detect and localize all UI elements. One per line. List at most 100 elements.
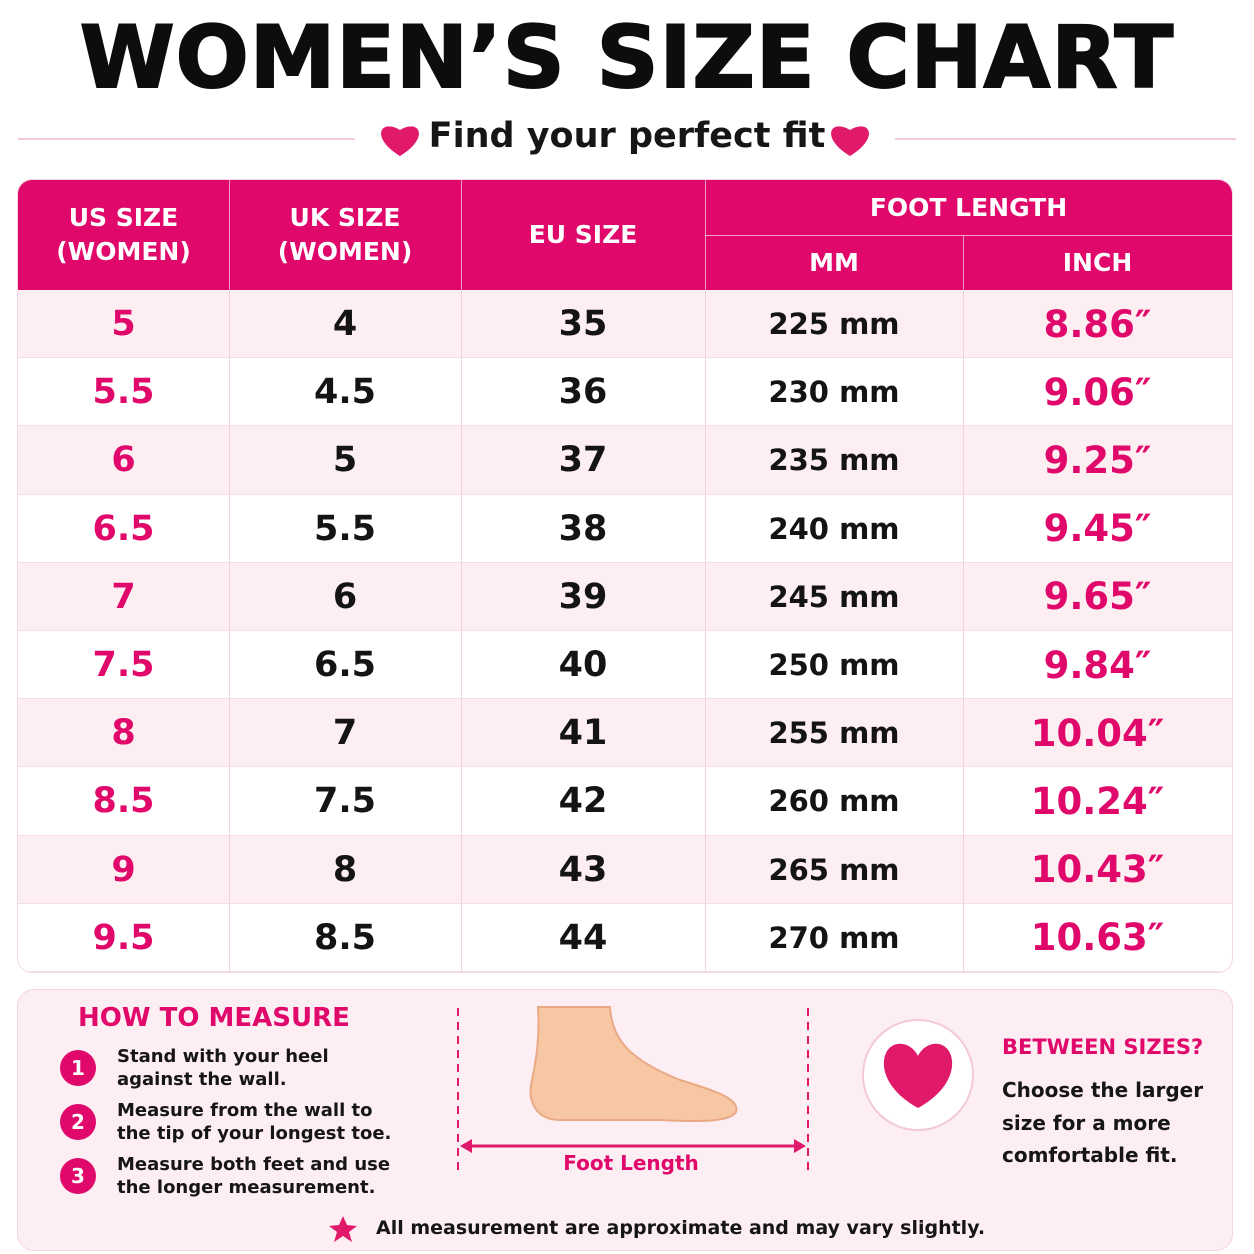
column-divider bbox=[461, 290, 462, 972]
heart-icon bbox=[831, 126, 869, 156]
table-cell: 8 bbox=[111, 713, 136, 754]
row-bg bbox=[18, 699, 1232, 768]
column-divider bbox=[705, 290, 706, 972]
step-number: 1 bbox=[60, 1050, 96, 1086]
step-line: the tip of your longest toe. bbox=[117, 1123, 392, 1144]
header-text: (WOMEN) bbox=[56, 237, 191, 266]
step-line: Measure from the wall to bbox=[117, 1100, 373, 1121]
table-cell: 7 bbox=[111, 576, 136, 617]
measure-title: HOW TO MEASURE bbox=[78, 1003, 350, 1033]
table-cell: 36 bbox=[558, 372, 608, 413]
title: WOMEN’S SIZE CHART bbox=[79, 7, 1175, 109]
table-cell: 35 bbox=[558, 304, 608, 345]
table-cell: 42 bbox=[558, 781, 608, 822]
header-divider bbox=[963, 236, 964, 290]
table-cell: 9.45″ bbox=[1043, 507, 1152, 551]
header-text: UK SIZE bbox=[289, 203, 401, 232]
table-cell: 7 bbox=[332, 713, 358, 754]
step-line: the longer measurement. bbox=[117, 1177, 376, 1198]
row-bg bbox=[18, 903, 1232, 972]
step-line: Stand with your heel bbox=[117, 1046, 329, 1067]
table-cell: 6.5 bbox=[92, 508, 155, 549]
between-line: Choose the larger bbox=[1002, 1078, 1204, 1102]
table-cell: 9.65″ bbox=[1043, 575, 1152, 619]
table-cell: 255 mm bbox=[768, 716, 900, 751]
header-text: EU SIZE bbox=[528, 220, 638, 249]
table-cell: 5.5 bbox=[313, 508, 376, 549]
subcolumn-header: INCH bbox=[1062, 248, 1133, 277]
table-cell: 10.63″ bbox=[1030, 916, 1165, 960]
table-cell: 5.5 bbox=[92, 372, 155, 413]
column-divider bbox=[229, 290, 230, 972]
table-cell: 230 mm bbox=[768, 375, 900, 410]
table-cell: 10.04″ bbox=[1030, 711, 1165, 755]
table-cell: 250 mm bbox=[768, 648, 900, 683]
table-cell: 245 mm bbox=[768, 579, 900, 614]
table-cell: 8.86″ bbox=[1043, 302, 1152, 346]
step-text: Stand with your heel against the wall. bbox=[117, 1045, 329, 1091]
header-text: US SIZE bbox=[68, 203, 179, 232]
table-cell: 235 mm bbox=[768, 443, 900, 478]
table-cell: 225 mm bbox=[768, 307, 900, 342]
row-bg bbox=[18, 562, 1232, 631]
between-line: size for a more bbox=[1002, 1110, 1171, 1135]
row-bg bbox=[18, 631, 1232, 700]
table-cell: 260 mm bbox=[768, 784, 900, 819]
table-cell: 5 bbox=[332, 440, 358, 481]
size-table: US SIZE (WOMEN) UK SIZE (WOMEN) EU SIZE FOOT … bbox=[18, 180, 1232, 972]
step-line: Measure both feet and use bbox=[117, 1154, 391, 1175]
table-cell: 10.43″ bbox=[1030, 848, 1165, 892]
table-cell: 9.06″ bbox=[1043, 370, 1152, 414]
column-header: EU SIZE bbox=[461, 180, 705, 290]
footnote: All measurement are approximate and may … bbox=[376, 1217, 986, 1239]
table-cell: 7.5 bbox=[313, 781, 376, 822]
subcolumn-header: MM bbox=[809, 248, 859, 277]
step-number: 3 bbox=[60, 1158, 96, 1194]
table-cell: 41 bbox=[558, 713, 608, 754]
column-header: UK SIZE (WOMEN) bbox=[229, 180, 461, 290]
table-cell: 6.5 bbox=[313, 645, 376, 686]
row-bg bbox=[18, 358, 1232, 427]
table-cell: 8.5 bbox=[92, 781, 155, 822]
header-divider bbox=[461, 180, 462, 290]
table-cell: 7.5 bbox=[92, 645, 155, 686]
table-cell: 10.24″ bbox=[1030, 779, 1165, 823]
table-cell: 40 bbox=[558, 645, 608, 686]
row-bg bbox=[18, 767, 1232, 836]
subtitle: Find your perfect fit bbox=[428, 116, 826, 156]
step-line: against the wall. bbox=[117, 1069, 287, 1090]
table-cell: 44 bbox=[558, 917, 608, 958]
header-divider bbox=[229, 180, 230, 290]
table-cell: 37 bbox=[558, 440, 608, 481]
table-cell: 38 bbox=[558, 508, 608, 549]
step-number: 2 bbox=[60, 1104, 96, 1140]
row-bg bbox=[18, 494, 1232, 563]
row-bg bbox=[18, 835, 1232, 904]
between-title: BETWEEN SIZES? bbox=[1002, 1035, 1204, 1059]
table-cell: 4.5 bbox=[313, 372, 376, 413]
table-cell: 5 bbox=[111, 304, 136, 345]
group-header: FOOT LENGTH bbox=[869, 193, 1068, 222]
table-cell: 9 bbox=[111, 849, 136, 890]
step-text: Measure from the wall to the tip of your … bbox=[117, 1099, 391, 1145]
table-cell: 8 bbox=[332, 849, 358, 890]
table-cell: 43 bbox=[558, 849, 608, 890]
table-cell: 9.5 bbox=[92, 917, 155, 958]
table-cell: 6 bbox=[332, 576, 358, 617]
step-text: Measure both feet and use the longer meas… bbox=[117, 1153, 390, 1199]
column-header: US SIZE (WOMEN) bbox=[18, 180, 229, 290]
heart-icon bbox=[381, 126, 419, 156]
table-cell: 265 mm bbox=[768, 852, 900, 887]
between-text: Choose the larger size for a more comforta… bbox=[1002, 1074, 1203, 1172]
header-text: (WOMEN) bbox=[277, 237, 413, 266]
table-cell: 9.25″ bbox=[1043, 438, 1152, 482]
table-cell: 9.84″ bbox=[1043, 643, 1152, 687]
column-divider bbox=[963, 290, 964, 972]
table-cell: 6 bbox=[111, 440, 136, 481]
between-line: comfortable fit. bbox=[1002, 1143, 1178, 1167]
subtitle-decor bbox=[18, 126, 1236, 156]
table-cell: 270 mm bbox=[768, 920, 900, 955]
table-cell: 4 bbox=[332, 304, 358, 345]
header-divider bbox=[705, 180, 706, 290]
